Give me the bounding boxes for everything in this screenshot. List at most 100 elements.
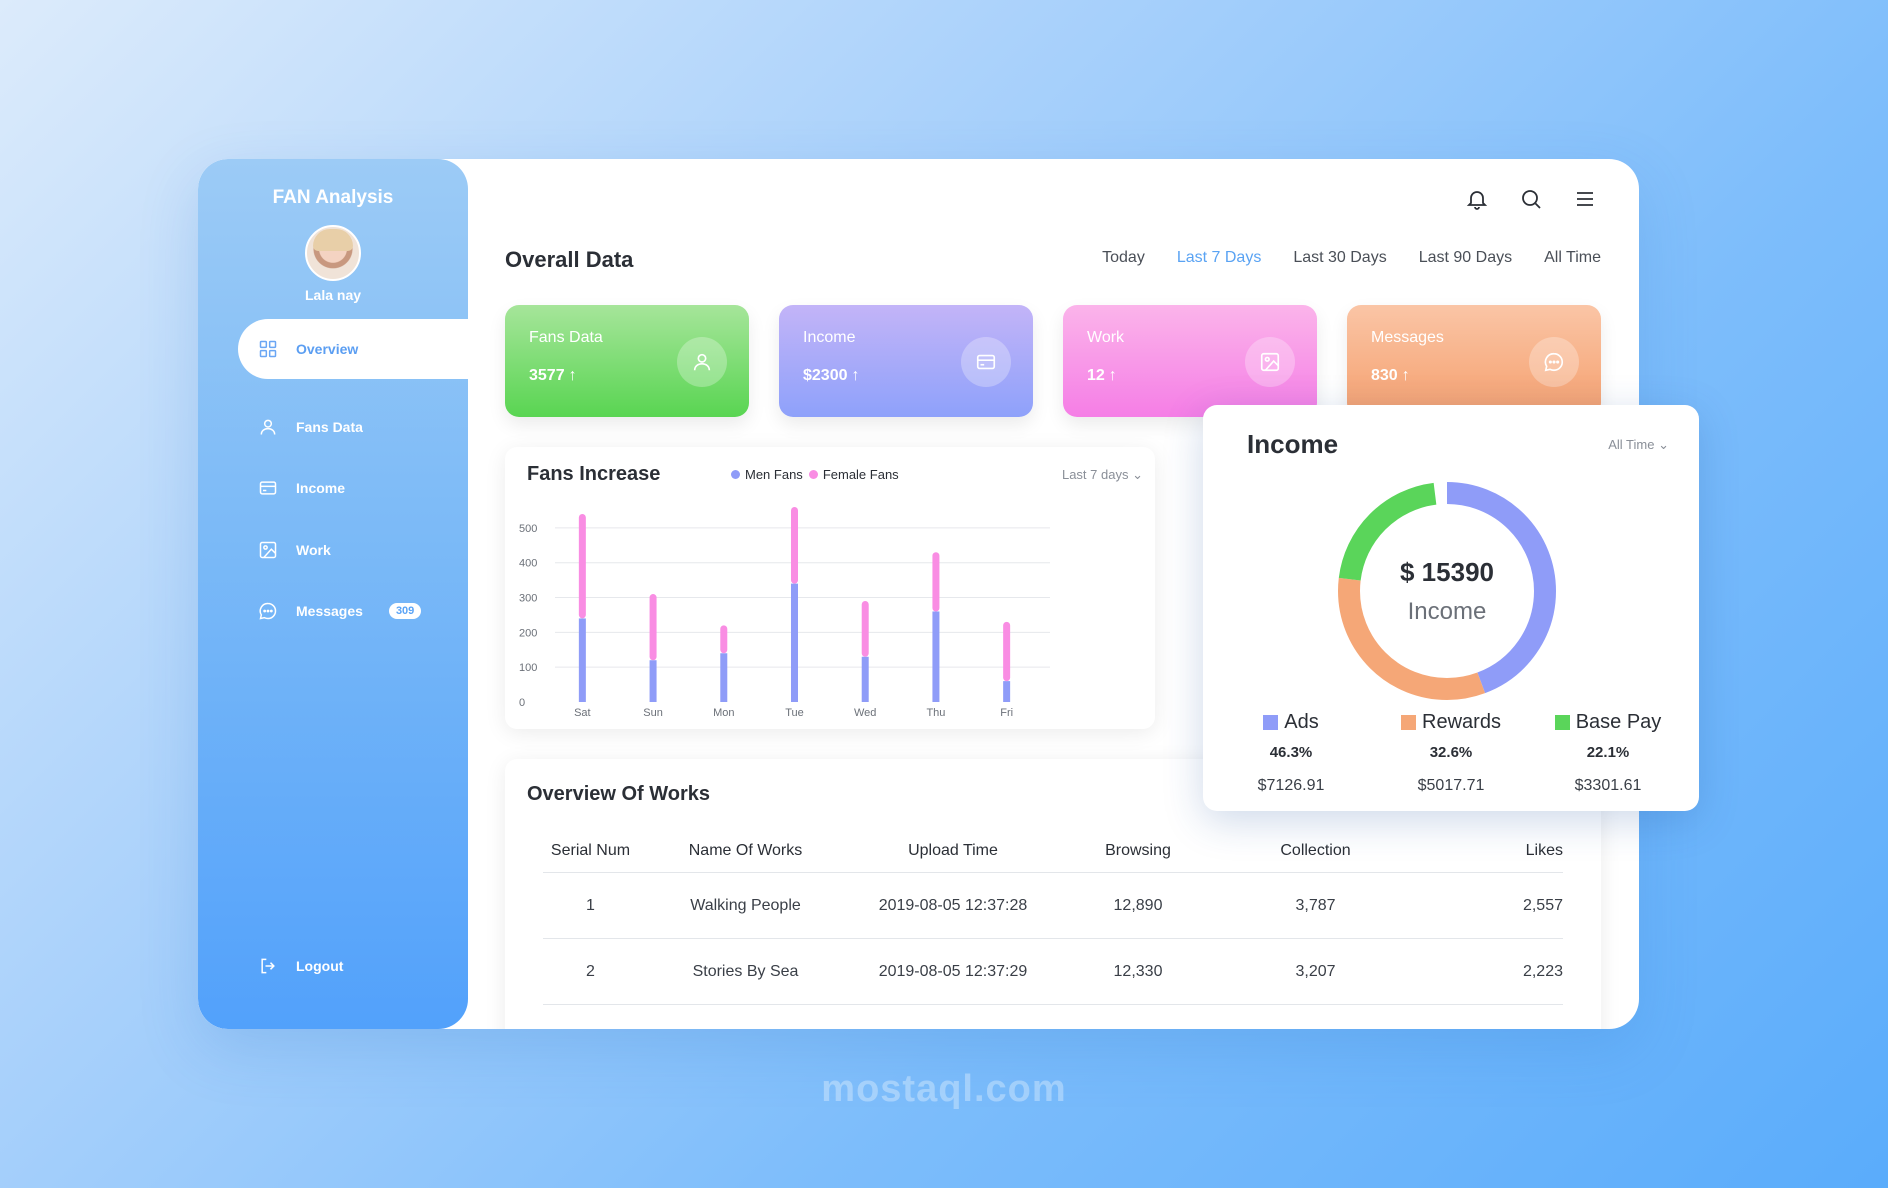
sidebar-item-fans-data[interactable]: Fans Data [258, 412, 363, 442]
income-title: Income [1247, 429, 1339, 459]
page-title: Overall Data [505, 247, 634, 272]
arrow-up-icon: ↑ [1108, 367, 1117, 384]
legend-base-pay: Base Pay 22.1% $3301.61 [1543, 711, 1673, 795]
sidebar-item-label: Work [296, 542, 331, 558]
x-tick-label: Thu [926, 707, 945, 719]
sidebar-item-messages[interactable]: Messages 309 [258, 596, 422, 626]
bar-men-fans-sat [578, 618, 586, 702]
cell-upload-time: 2019-08-05 12:37:28 [878, 896, 1028, 914]
bar-female-fans-tue [791, 507, 798, 584]
arrow-up-icon: ↑ [568, 367, 577, 384]
brand-title: FAN Analysis [272, 187, 394, 208]
sidebar-item-work[interactable]: Work [258, 535, 331, 565]
card-value: 12 [1087, 367, 1105, 384]
bar-female-fans-fri [1003, 621, 1011, 682]
legend-rewards: Rewards 32.6% $5017.71 [1379, 711, 1523, 795]
card-label: Fans Data [529, 329, 603, 346]
avatar[interactable] [305, 225, 361, 281]
watermark-text: mostaql.com [821, 1068, 1067, 1110]
column-header[interactable]: Browsing [1105, 841, 1171, 859]
logout-button[interactable]: Logout [258, 951, 343, 981]
ads-percent: 46.3% [1269, 744, 1313, 761]
bar-female-fans-sun [649, 594, 657, 661]
tab-last-7-days[interactable]: Last 7 Days [1176, 249, 1262, 266]
tab-today[interactable]: Today [1102, 249, 1145, 266]
cell-collection: 3,787 [1295, 896, 1336, 914]
works-table: Serial Num Name Of Works Upload Time Bro… [543, 829, 1563, 1005]
base-pay-swatch [1554, 715, 1570, 730]
fans-bar-chart: 0 100 200 300 400 500 Sat Sun Mon Tue Wed Thu Fri [519, 507, 1050, 719]
income-total-label: Income [1407, 597, 1487, 625]
column-header[interactable]: Likes [1525, 841, 1563, 859]
bar-men-fans-thu [932, 611, 940, 702]
chart-legend: Men Fans Female Fans [731, 467, 899, 482]
column-header[interactable]: Upload Time [908, 841, 998, 859]
chat-icon [1529, 337, 1579, 387]
tab-last-30-days[interactable]: Last 30 Days [1293, 249, 1387, 266]
table-header: Serial Num Name Of Works Upload Time Bro… [543, 829, 1563, 873]
user-icon [258, 417, 278, 437]
card-value: $2300 [803, 367, 848, 384]
menu-icon[interactable] [1571, 185, 1599, 213]
ads-swatch [1263, 715, 1279, 730]
sidebar-item-label: Fans Data [296, 419, 363, 435]
user-icon [677, 337, 727, 387]
search-icon[interactable] [1517, 185, 1545, 213]
card-messages[interactable]: Messages 830 ↑ [1347, 305, 1601, 417]
y-tick-label: 0 [519, 697, 525, 709]
card-fans-data[interactable]: Fans Data 3577 ↑ [505, 305, 749, 417]
column-header[interactable]: Serial Num [550, 841, 631, 859]
chevron-down-icon: ⌄ [1658, 437, 1669, 452]
bar-men-fans-mon [720, 653, 728, 702]
base-pay-percent: 22.1% [1586, 744, 1630, 761]
bar-female-fans-mon [720, 625, 728, 654]
sidebar-item-income[interactable]: Income [258, 473, 345, 503]
fans-increase-card: Fans Increase Men Fans Female Fans Last … [505, 447, 1155, 729]
logout-icon [258, 956, 278, 976]
card-label: Messages [1371, 329, 1444, 346]
rewards-swatch [1401, 715, 1417, 730]
card-work[interactable]: Work 12 ↑ [1063, 305, 1317, 417]
cell-likes: 2,223 [1522, 962, 1563, 980]
chevron-down-icon: ⌄ [1132, 467, 1143, 482]
card-label: Work [1087, 329, 1125, 346]
x-tick-label: Sun [643, 707, 663, 719]
rewards-percent: 32.6% [1429, 744, 1473, 761]
cell-collection: 3,207 [1295, 962, 1336, 980]
x-tick-label: Sat [574, 707, 591, 719]
card-icon [258, 478, 278, 498]
income-card: Income All Time ⌄ $ 15390 Income Ads 46.… [1203, 405, 1699, 811]
bar-men-fans-fri [1003, 681, 1011, 702]
image-icon [1245, 337, 1295, 387]
bar-men-fans-sun [649, 660, 657, 702]
bell-icon[interactable] [1463, 185, 1491, 213]
table-row[interactable]: 2 Stories By Sea 2019-08-05 12:37:29 12,… [543, 939, 1563, 1005]
legend-female-fans: Female Fans [808, 467, 899, 482]
income-range-dropdown[interactable]: All Time ⌄ [1608, 437, 1669, 452]
cell-browsing: 12,890 [1113, 896, 1163, 914]
column-header[interactable]: Name Of Works [688, 841, 803, 859]
donut-segment-ads [1338, 482, 1556, 700]
cell-name: Walking People [690, 896, 801, 914]
fans-increase-title: Fans Increase [527, 463, 661, 485]
x-tick-label: Wed [854, 707, 876, 719]
column-header[interactable]: Collection [1280, 841, 1351, 859]
y-tick-label: 100 [519, 662, 537, 674]
card-income[interactable]: Income $2300 ↑ [779, 305, 1033, 417]
cell-likes: 2,557 [1522, 896, 1563, 914]
date-filter-tabs: Today Last 7 Days Last 30 Days Last 90 D… [1102, 249, 1601, 267]
x-tick-label: Fri [1000, 707, 1013, 719]
cell-browsing: 12,330 [1113, 962, 1163, 980]
table-row[interactable]: 1 Walking People 2019-08-05 12:37:28 12,… [543, 873, 1563, 939]
sidebar: FAN Analysis Lala nay Overview Fans Data… [198, 159, 478, 1029]
cell-serial: 1 [586, 896, 595, 914]
tab-last-90-days[interactable]: Last 90 Days [1418, 249, 1513, 266]
cell-name: Stories By Sea [692, 962, 799, 980]
y-tick-label: 500 [519, 523, 537, 535]
cell-serial: 2 [586, 962, 595, 980]
bar-men-fans-tue [791, 583, 798, 702]
fans-range-dropdown[interactable]: Last 7 days ⌄ [1061, 467, 1143, 482]
sidebar-item-label: Messages [296, 603, 363, 619]
tab-all-time[interactable]: All Time [1544, 249, 1601, 266]
sidebar-item-overview[interactable]: Overview [238, 319, 478, 379]
